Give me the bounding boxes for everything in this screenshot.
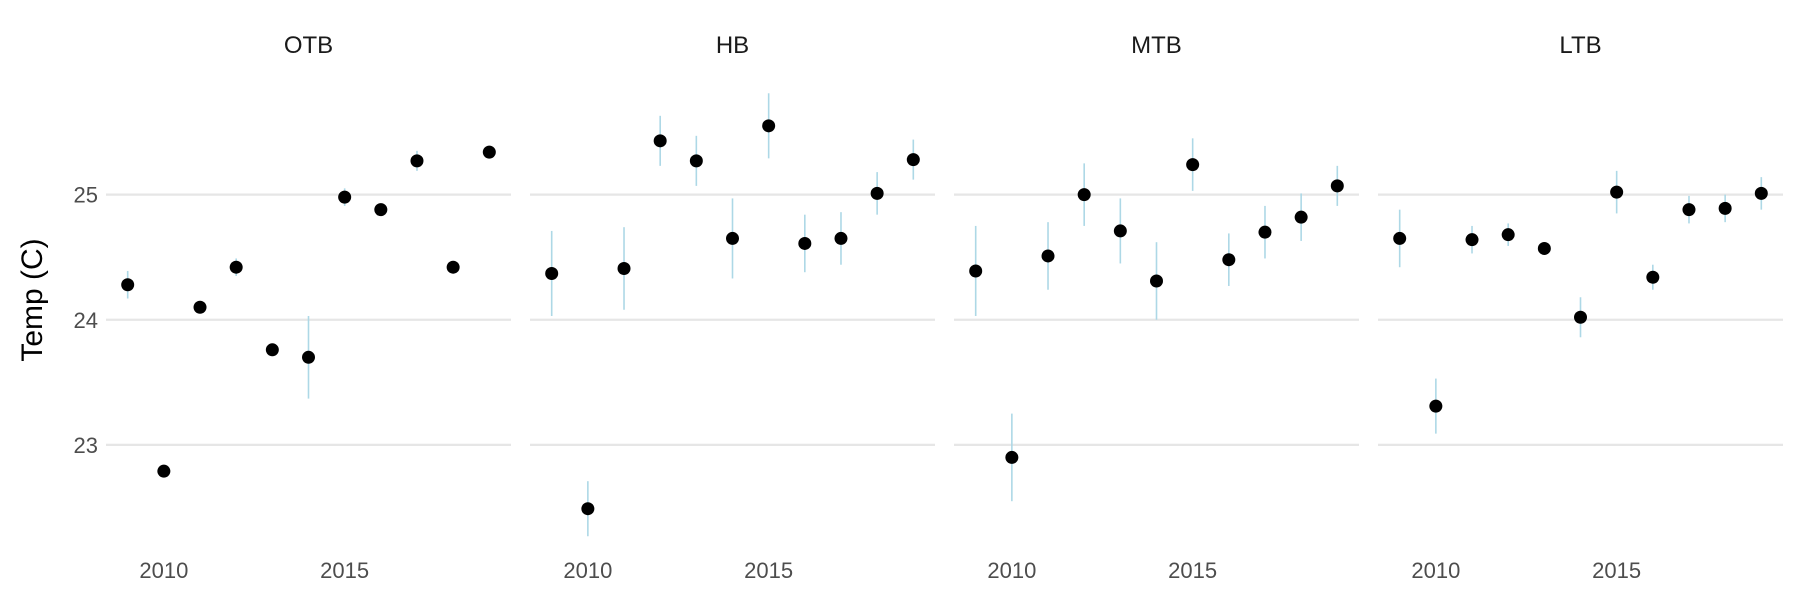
x-tick-label: 2015 — [1168, 558, 1217, 583]
x-tick-label: 2010 — [139, 558, 188, 583]
data-point — [302, 350, 315, 364]
panel-title: LTB — [1559, 32, 1601, 59]
x-tick-label: 2015 — [1592, 558, 1641, 583]
data-point — [446, 260, 460, 274]
data-point — [689, 154, 703, 168]
data-point — [193, 300, 207, 314]
data-point — [121, 278, 135, 292]
panel-otb: OTB 2010 2015 — [106, 32, 511, 583]
data-point — [1610, 185, 1624, 199]
data-point — [1294, 210, 1308, 224]
data-point — [617, 261, 631, 275]
data-point — [1113, 224, 1127, 238]
data-point — [265, 343, 279, 357]
data-point — [1465, 233, 1479, 247]
data-point — [1574, 310, 1587, 324]
x-tick-label: 2015 — [320, 558, 369, 583]
data-point — [1646, 270, 1660, 284]
data-point — [1429, 399, 1443, 413]
data-point — [870, 186, 884, 200]
y-tick-label: 24 — [74, 308, 98, 333]
y-axis-label: Temp (C) — [16, 238, 49, 361]
data-point — [1222, 253, 1236, 267]
y-tick-label: 25 — [74, 183, 98, 208]
panel-title: OTB — [284, 32, 333, 59]
data-point — [1537, 241, 1551, 255]
data-point — [1754, 186, 1768, 200]
y-tick-label: 23 — [74, 433, 98, 458]
data-point — [834, 231, 848, 245]
data-point — [1186, 158, 1200, 172]
data-point — [482, 145, 496, 159]
data-point — [906, 153, 920, 167]
panel-title: MTB — [1131, 32, 1182, 59]
x-tick-label: 2010 — [563, 558, 612, 583]
data-point — [1501, 228, 1515, 242]
data-point — [157, 464, 171, 478]
panel-hb: HB 2010 2015 — [530, 32, 935, 583]
data-point — [762, 119, 776, 133]
panel-ltb: LTB 2010 2015 — [1378, 32, 1783, 583]
x-tick-label: 2015 — [744, 558, 793, 583]
data-point — [545, 266, 559, 280]
data-point — [1718, 201, 1732, 215]
data-point — [1150, 274, 1163, 288]
data-point — [1393, 231, 1407, 245]
data-point — [229, 260, 243, 274]
data-point — [726, 231, 739, 245]
panel-mtb: MTB 2010 2015 — [954, 32, 1359, 583]
data-point — [1682, 203, 1696, 217]
data-point — [1330, 179, 1344, 193]
data-point — [581, 502, 595, 516]
data-point — [374, 203, 388, 217]
panel-title: HB — [716, 32, 749, 59]
x-tick-label: 2010 — [987, 558, 1036, 583]
data-point — [1041, 249, 1055, 263]
data-point — [1258, 225, 1272, 239]
x-tick-label: 2010 — [1411, 558, 1460, 583]
data-point — [1005, 450, 1019, 464]
data-point — [798, 236, 812, 250]
data-point — [969, 264, 983, 278]
data-point — [653, 134, 667, 148]
data-point — [338, 190, 352, 204]
data-point — [410, 154, 424, 168]
data-point — [1077, 188, 1091, 202]
